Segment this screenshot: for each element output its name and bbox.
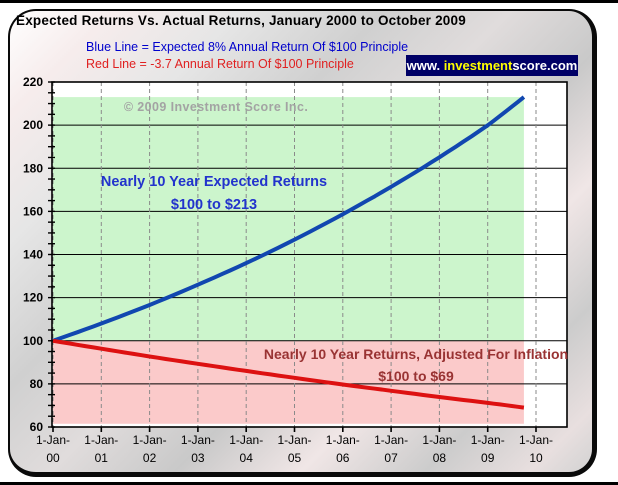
x-axis-label-top-10: 1-Jan- xyxy=(519,433,553,447)
inflation-annotation-line1: Nearly 10 Year Returns, Adjusted For Inf… xyxy=(263,346,569,362)
x-axis-label-top-2: 1-Jan- xyxy=(133,433,167,447)
copyright-watermark: © 2009 Investment Score Inc. xyxy=(123,100,309,114)
expected-annotation-line1: Nearly 10 Year Expected Returns xyxy=(100,174,328,190)
legend-red-line-label: Red Line = -3.7 Annual Return Of $100 Pr… xyxy=(86,57,354,71)
x-axis-label-top-5: 1-Jan- xyxy=(277,433,311,447)
expected-returns-annotation: Nearly 10 Year Expected Returns $100 to … xyxy=(101,171,327,217)
x-axis-label-year-4: 04 xyxy=(240,451,254,465)
y-axis-label-100: 100 xyxy=(23,334,43,348)
x-axis-label-top-7: 1-Jan- xyxy=(374,433,408,447)
y-axis-label-180: 180 xyxy=(23,161,43,175)
x-axis-label-top-6: 1-Jan- xyxy=(326,433,360,447)
y-axis-label-200: 200 xyxy=(23,118,43,132)
expected-annotation-line2: $100 to $213 xyxy=(170,197,258,213)
y-axis-label-220: 220 xyxy=(23,75,43,89)
y-axis-label-80: 80 xyxy=(30,377,44,391)
inflation-returns-annotation: Nearly 10 Year Returns, Adjusted For Inf… xyxy=(264,343,568,387)
x-axis-label-year-7: 07 xyxy=(384,451,398,465)
banner-www-text: www. xyxy=(406,58,444,73)
inflation-annotation-line2: $100 to $69 xyxy=(378,368,454,384)
x-axis-label-top-8: 1-Jan- xyxy=(422,433,456,447)
x-axis-label-year-3: 03 xyxy=(191,451,205,465)
banner-score-text: score.com xyxy=(512,58,578,73)
x-axis-label-top-3: 1-Jan- xyxy=(181,433,215,447)
legend-blue-line-label: Blue Line = Expected 8% Annual Return Of… xyxy=(86,40,409,54)
expected-zone-band xyxy=(53,97,524,341)
banner-investment-text: investment xyxy=(443,58,513,73)
x-axis-label-top-4: 1-Jan- xyxy=(229,433,263,447)
x-axis-label-year-1: 01 xyxy=(95,451,109,465)
y-axis-label-160: 160 xyxy=(23,204,43,218)
x-axis-label-year-0: 00 xyxy=(46,451,60,465)
x-axis-label-year-2: 02 xyxy=(143,451,157,465)
actual-line xyxy=(52,338,525,410)
x-axis-label-year-10: 10 xyxy=(529,451,543,465)
y-axis-label-140: 140 xyxy=(23,248,43,262)
x-axis-label-year-8: 08 xyxy=(433,451,447,465)
x-axis-label-top-0: 1-Jan- xyxy=(36,433,70,447)
y-axis-label-60: 60 xyxy=(30,420,44,434)
x-axis-label-year-6: 06 xyxy=(336,451,350,465)
expected-line xyxy=(52,95,526,343)
chart-title: Expected Returns Vs. Actual Returns, Jan… xyxy=(16,13,466,28)
x-axis-label-top-9: 1-Jan- xyxy=(471,433,505,447)
x-axis-label-top-1: 1-Jan- xyxy=(84,433,118,447)
website-banner-link[interactable]: www. investmentscore.com xyxy=(406,55,578,76)
x-axis-label-year-9: 09 xyxy=(481,451,495,465)
y-axis-label-120: 120 xyxy=(23,291,43,305)
x-axis-label-year-5: 05 xyxy=(288,451,302,465)
bottom-border-strip xyxy=(0,482,618,485)
top-border-strip xyxy=(0,0,618,3)
plot-border xyxy=(51,81,568,428)
